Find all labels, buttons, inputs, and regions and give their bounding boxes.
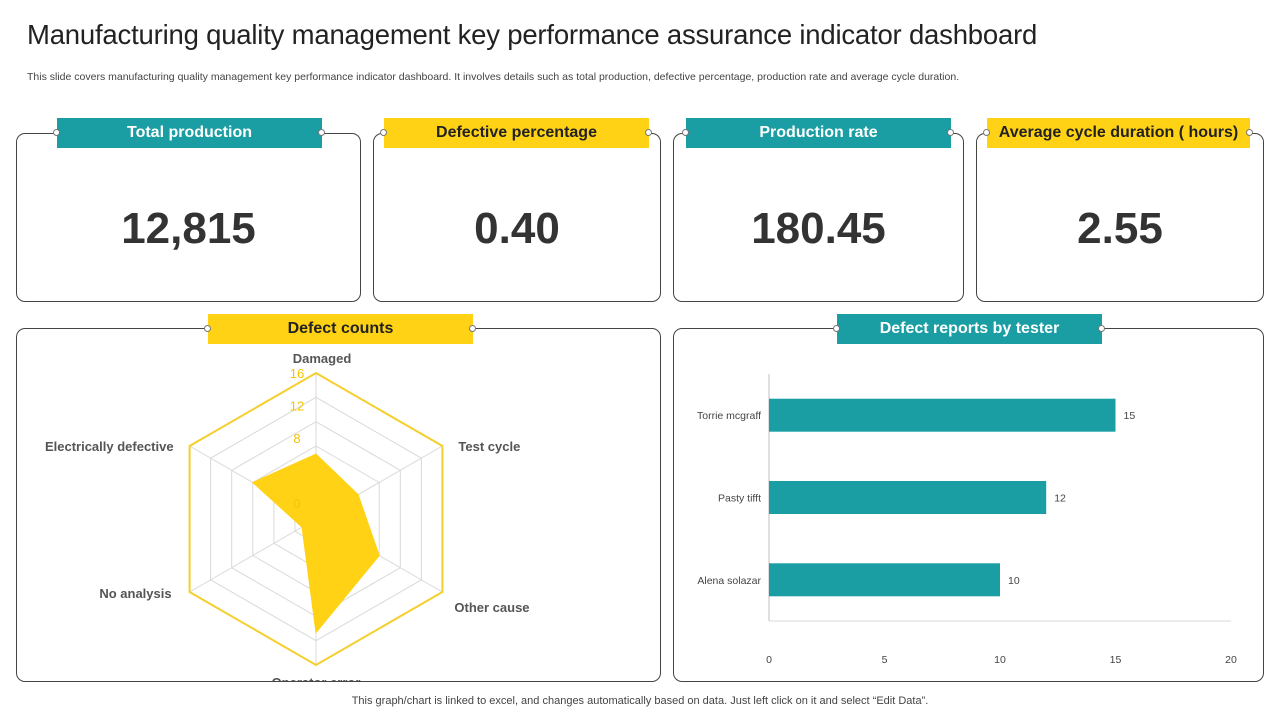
kpi-value-average-cycle-duration: 2.55	[1077, 204, 1163, 253]
defect-reports-label: Defect reports by tester	[837, 314, 1102, 344]
bar-x-tick-label: 0	[766, 654, 772, 666]
page-title: Manufacturing quality management key per…	[27, 19, 1038, 50]
connector-dot	[947, 129, 954, 136]
radar-category-label: Operator error	[272, 675, 361, 681]
radar-outline	[188, 371, 444, 667]
connector-dot	[645, 129, 652, 136]
bar-x-tick-label: 15	[1110, 654, 1122, 666]
kpi-value-defective-percentage: 0.40	[474, 204, 560, 253]
kpi-card-defective-percentage: 0.40	[373, 133, 661, 302]
radar-category-label: No analysis	[99, 586, 171, 601]
connector-dot	[682, 129, 689, 136]
page-subtitle: This slide covers manufacturing quality …	[27, 71, 960, 83]
radar-category-label: Other cause	[454, 600, 529, 615]
radar-spoke	[189, 518, 317, 593]
kpi-label-average-cycle-duration: Average cycle duration ( hours)	[987, 118, 1250, 148]
radar-tick-label: 8	[293, 431, 300, 446]
connector-dot	[983, 129, 990, 136]
defect-reports-bar-chart: 0 5 10 15 20 Torrie mcgraff 15 Pasty tifft 12 Ale…	[697, 374, 1237, 666]
bar-category-label: Pasty tifft	[718, 493, 761, 505]
bar-x-tick-label: 10	[994, 654, 1006, 666]
radar-tick-label: 0	[293, 496, 300, 511]
kpi-card-total-production: 12,815	[16, 133, 361, 302]
bar-data-label: 15	[1124, 410, 1136, 422]
connector-dot	[1246, 129, 1253, 136]
bar-data-label: 12	[1054, 493, 1066, 505]
bar	[769, 398, 1116, 432]
kpi-card-average-cycle-duration: 2.55	[976, 133, 1264, 302]
kpi-card-production-rate: 180.45	[673, 133, 964, 302]
radar-category-label: Test cycle	[458, 439, 520, 454]
radar-category-label: Electrically defective	[45, 439, 174, 454]
bar	[769, 563, 1000, 597]
connector-dot	[469, 325, 476, 332]
kpi-label-total-production: Total production	[57, 118, 322, 148]
kpi-label-defective-percentage: Defective percentage	[384, 118, 649, 148]
bar-x-tick-label: 5	[882, 654, 888, 666]
bar	[769, 481, 1047, 514]
radar-category-label: Damaged	[293, 351, 352, 366]
kpi-label-production-rate: Production rate	[686, 118, 951, 148]
bar-category-label: Torrie mcgraff	[697, 410, 761, 422]
connector-dot	[1098, 325, 1105, 332]
radar-tick-label: 16	[290, 366, 304, 381]
defect-reports-panel: 0 5 10 15 20 Torrie mcgraff 15 Pasty tifft 12 Ale…	[673, 328, 1264, 682]
connector-dot	[833, 325, 840, 332]
connector-dot	[204, 325, 211, 332]
kpi-value-production-rate: 180.45	[751, 204, 886, 253]
defect-counts-label: Defect counts	[208, 314, 473, 344]
radar-series-area	[251, 453, 380, 634]
footer-note: This graph/chart is linked to excel, and…	[351, 695, 929, 707]
bar-data-label: 10	[1008, 575, 1020, 587]
radar-tick-label: 12	[290, 398, 304, 413]
connector-dot	[53, 129, 60, 136]
kpi-value-total-production: 12,815	[121, 204, 256, 253]
connector-dot	[380, 129, 387, 136]
bar-x-tick-label: 20	[1225, 654, 1237, 666]
bar-category-label: Alena solazar	[697, 575, 761, 587]
connector-dot	[318, 129, 325, 136]
